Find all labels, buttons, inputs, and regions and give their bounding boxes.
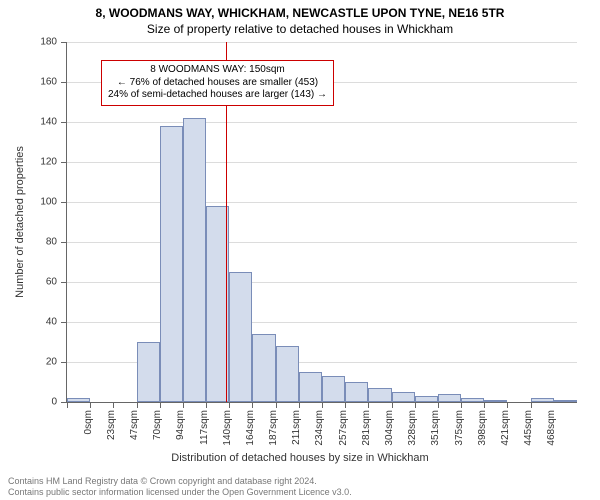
x-tick (113, 402, 114, 408)
x-tick-label: 70sqm (152, 410, 163, 440)
x-tick (345, 402, 346, 408)
histogram-bar (160, 126, 183, 402)
histogram-bar (415, 396, 438, 402)
histogram-bar (322, 376, 345, 402)
y-tick-label: 40 (46, 317, 67, 328)
y-tick-label: 0 (51, 397, 67, 408)
y-tick-label: 140 (40, 117, 67, 128)
histogram-bar (345, 382, 368, 402)
x-tick-label: 94sqm (175, 410, 186, 440)
x-tick (438, 402, 439, 408)
histogram-bar (276, 346, 299, 402)
histogram-bar (67, 398, 90, 402)
x-tick (392, 402, 393, 408)
x-tick (252, 402, 253, 408)
annotation-line: 24% of semi-detached houses are larger (… (108, 89, 327, 102)
grid-line (67, 162, 577, 163)
x-tick-label: 328sqm (407, 410, 418, 446)
x-tick (90, 402, 91, 408)
annotation-line: ← 76% of detached houses are smaller (45… (108, 77, 327, 90)
x-tick-label: 211sqm (291, 410, 302, 445)
x-tick (507, 402, 508, 408)
annotation-box: 8 WOODMANS WAY: 150sqm ← 76% of detached… (101, 60, 334, 106)
histogram-bar (137, 342, 160, 402)
x-tick (531, 402, 532, 408)
x-tick-label: 421sqm (500, 410, 511, 446)
histogram-bar (484, 400, 507, 402)
x-tick-label: 23sqm (106, 410, 117, 440)
x-axis-title: Distribution of detached houses by size … (0, 452, 600, 464)
x-tick-label: 445sqm (523, 410, 534, 446)
grid-line (67, 42, 577, 43)
x-tick-label: 234sqm (314, 410, 325, 446)
x-tick (229, 402, 230, 408)
grid-line (67, 282, 577, 283)
x-tick-label: 257sqm (338, 410, 349, 446)
histogram-bar (438, 394, 461, 402)
x-tick-label: 140sqm (222, 410, 233, 446)
y-tick-label: 120 (40, 157, 67, 168)
grid-line (67, 242, 577, 243)
x-tick-label: 281sqm (361, 410, 372, 446)
footer-text: Contains HM Land Registry data © Crown c… (8, 476, 352, 498)
y-tick-label: 100 (40, 197, 67, 208)
x-tick-label: 164sqm (245, 410, 256, 446)
x-tick-label: 47sqm (129, 410, 140, 440)
histogram-bar (252, 334, 275, 402)
x-tick-label: 187sqm (268, 410, 279, 446)
x-tick (67, 402, 68, 408)
y-tick-label: 180 (40, 37, 67, 48)
histogram-bar (461, 398, 484, 402)
x-tick-label: 375sqm (454, 410, 465, 446)
grid-line (67, 202, 577, 203)
histogram-bar (531, 398, 554, 402)
x-tick (276, 402, 277, 408)
x-tick-label: 468sqm (546, 410, 557, 446)
y-tick-label: 60 (46, 277, 67, 288)
x-tick (461, 402, 462, 408)
y-tick-label: 160 (40, 77, 67, 88)
y-axis-title: Number of detached properties (14, 146, 26, 298)
x-tick (160, 402, 161, 408)
x-tick (322, 402, 323, 408)
x-tick (415, 402, 416, 408)
grid-line (67, 122, 577, 123)
x-tick (368, 402, 369, 408)
histogram-bar (554, 400, 577, 402)
histogram-bar (368, 388, 391, 402)
footer-line: Contains public sector information licen… (8, 487, 352, 498)
x-tick (484, 402, 485, 408)
x-tick (206, 402, 207, 408)
x-tick-label: 304sqm (384, 410, 395, 446)
x-tick-label: 351sqm (430, 410, 441, 446)
histogram-bar (392, 392, 415, 402)
grid-line (67, 322, 577, 323)
x-tick-label: 0sqm (83, 410, 94, 434)
histogram-bar (229, 272, 252, 402)
x-tick (299, 402, 300, 408)
x-tick (183, 402, 184, 408)
histogram-bar (299, 372, 322, 402)
histogram-bar (183, 118, 206, 402)
histogram-chart: 0204060801001201401601800sqm23sqm47sqm70… (66, 42, 577, 403)
y-tick-label: 20 (46, 357, 67, 368)
x-tick (137, 402, 138, 408)
x-tick-label: 117sqm (199, 410, 210, 445)
x-tick-label: 398sqm (477, 410, 488, 446)
page-title: 8, WOODMANS WAY, WHICKHAM, NEWCASTLE UPO… (0, 0, 600, 20)
y-tick-label: 80 (46, 237, 67, 248)
annotation-line: 8 WOODMANS WAY: 150sqm (108, 64, 327, 77)
page-subtitle: Size of property relative to detached ho… (0, 20, 600, 36)
footer-line: Contains HM Land Registry data © Crown c… (8, 476, 352, 487)
